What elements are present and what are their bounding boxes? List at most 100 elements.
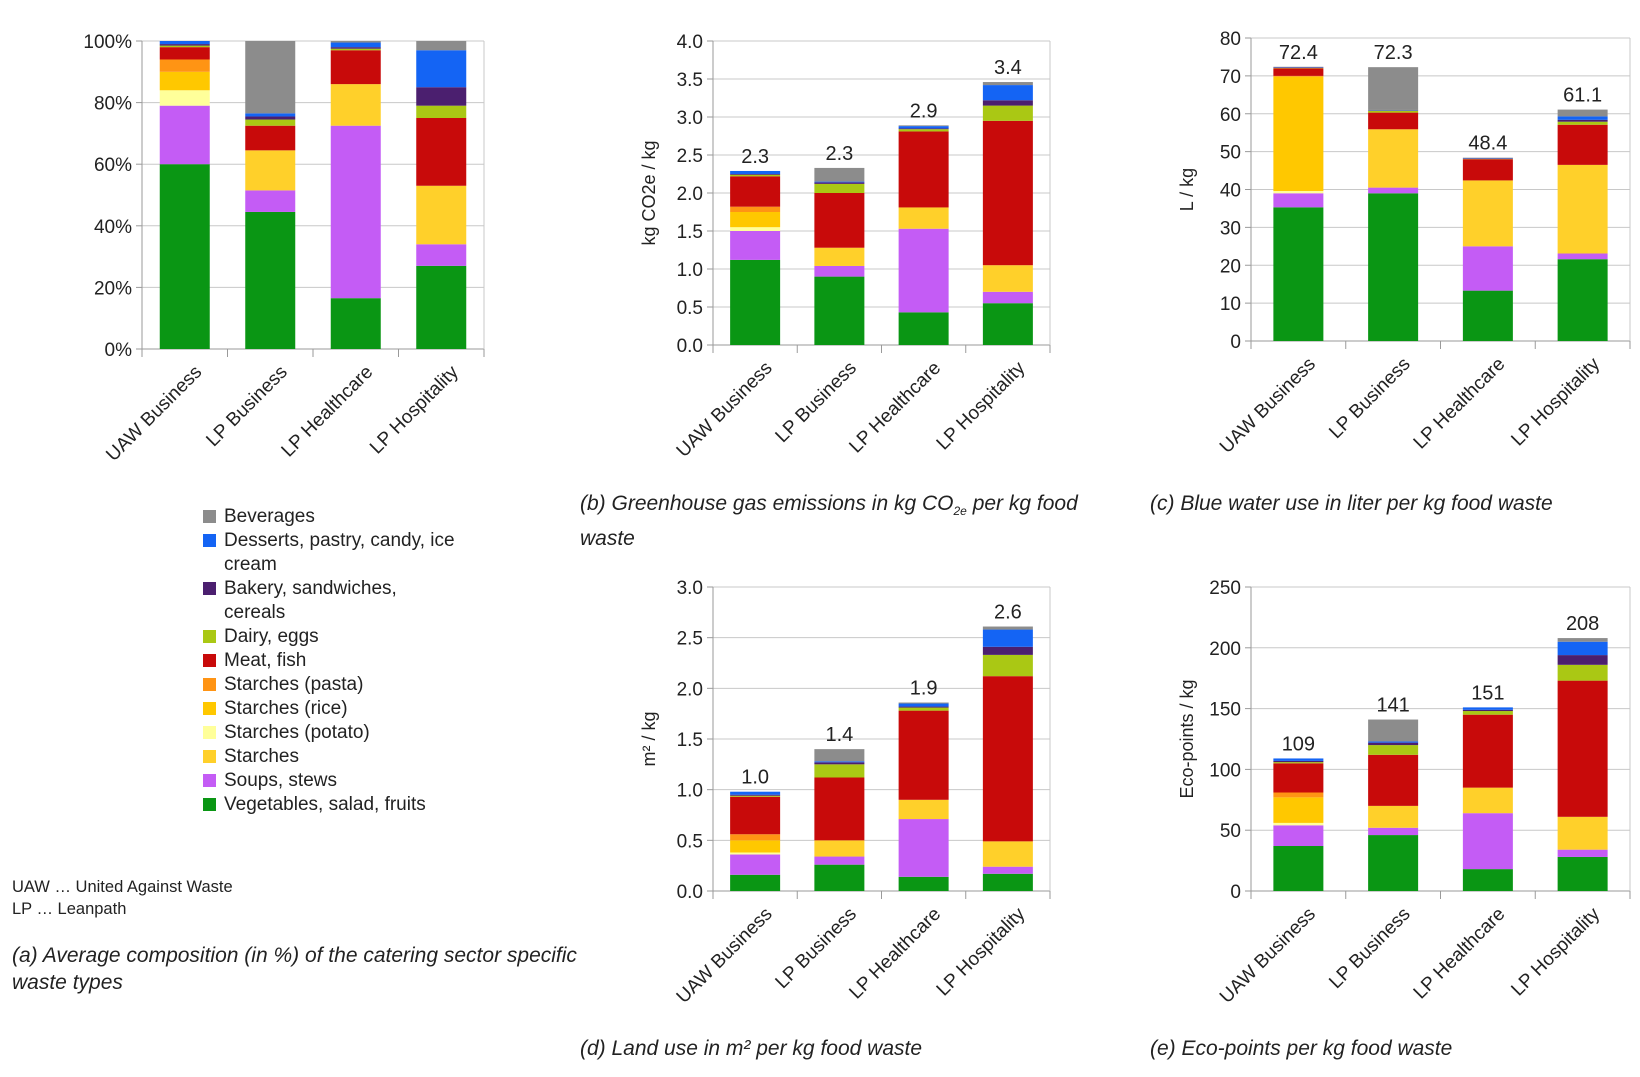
legend-item-dairy: Dairy, eggs <box>203 625 463 649</box>
legend-swatch-meat <box>203 654 216 667</box>
bar-segment-b-rice-0 <box>730 212 781 228</box>
bar-segment-c-meat-3 <box>1557 124 1608 165</box>
y-tick-label-c-3: 30 <box>1220 218 1241 239</box>
legend-item-veg: Vegetables, salad, fruits <box>203 793 463 817</box>
bar-segment-d-dairy-2 <box>898 707 949 711</box>
bar-segment-d-dairy-0 <box>730 795 781 797</box>
bar-segment-a-soups-0 <box>159 105 210 165</box>
y-tick-label-e-2: 100 <box>1209 760 1241 781</box>
bar-segment-b-desserts-2 <box>898 126 949 129</box>
bar-total-label-d-0: 1.0 <box>741 767 769 789</box>
bar-segment-e-desserts-1 <box>1368 741 1419 743</box>
y-tick-label-b-8: 4.0 <box>677 32 703 53</box>
bar-segment-b-bakery-0 <box>730 174 781 175</box>
y-axis-title-b: kg CO2e / kg <box>639 140 659 245</box>
bar-segment-d-dairy-3 <box>982 654 1033 677</box>
legend-swatch-potato <box>203 726 216 739</box>
bar-total-label-e-1: 141 <box>1376 695 1409 717</box>
bar-segment-b-veg-0 <box>730 259 781 345</box>
bar-segment-b-dairy-3 <box>982 105 1033 121</box>
bar-segment-e-meat-1 <box>1368 754 1419 806</box>
abbreviation-uaw: UAW … United Against Waste <box>12 878 233 896</box>
caption-b-text-end: per kg food waste <box>580 492 1078 551</box>
bar-segment-c-dairy-3 <box>1557 121 1608 125</box>
bar-segment-c-soups-2 <box>1462 246 1513 291</box>
bar-segment-c-meat-2 <box>1462 159 1513 181</box>
bar-segment-a-meat-0 <box>159 47 210 60</box>
y-axis-title-e: Eco-points / kg <box>1177 679 1197 798</box>
bar-total-label-c-0: 72.4 <box>1279 42 1318 64</box>
abbreviations: UAW … United Against Waste LP … Leanpath <box>12 876 233 920</box>
bar-segment-c-soups-0 <box>1273 193 1324 208</box>
x-category-label-d-0: UAW Business <box>673 904 777 1008</box>
bar-segment-b-soups-1 <box>814 265 865 277</box>
y-tick-label-e-3: 150 <box>1209 700 1241 721</box>
bar-segment-e-beverages-3 <box>1557 638 1608 642</box>
bar-segment-b-bakery-2 <box>898 128 949 130</box>
legend-item-pasta: Starches (pasta) <box>203 673 463 697</box>
legend-label-starches: Starches <box>224 746 299 767</box>
bar-segment-a-starches-2 <box>330 84 381 126</box>
y-tick-label-d-5: 2.5 <box>677 629 703 650</box>
bar-segment-e-meat-3 <box>1557 680 1608 817</box>
bar-segment-b-desserts-1 <box>814 181 865 183</box>
x-category-label-a-2: LP Healthcare <box>278 362 378 462</box>
y-tick-label-e-4: 200 <box>1209 639 1241 660</box>
bar-segment-b-soups-0 <box>730 231 781 260</box>
y-tick-label-a-3: 60% <box>94 155 132 176</box>
y-tick-label-b-5: 2.5 <box>677 146 703 167</box>
bar-segment-e-dairy-1 <box>1368 745 1419 755</box>
x-category-label-c-3: LP Hospitality <box>1507 353 1604 450</box>
bar-segment-b-bakery-1 <box>814 182 865 184</box>
legend-label-veg: Vegetables, salad, fruits <box>224 794 426 815</box>
legend-item-starches: Starches <box>203 745 463 769</box>
y-tick-label-a-5: 100% <box>83 32 132 53</box>
bar-segment-a-desserts-1 <box>245 113 296 117</box>
x-category-label-e-3: LP Hospitality <box>1507 903 1604 1000</box>
bar-segment-a-bakery-3 <box>416 87 467 106</box>
bar-segment-e-desserts-0 <box>1273 758 1324 761</box>
bar-segment-a-starches-1 <box>245 150 296 191</box>
x-category-label-a-0: UAW Business <box>102 362 206 466</box>
legend-item-rice: Starches (rice) <box>203 697 463 721</box>
bar-segment-a-pasta-0 <box>159 59 210 72</box>
bar-segment-d-desserts-1 <box>814 761 865 763</box>
bar-segment-b-desserts-0 <box>730 170 781 174</box>
bar-segment-c-beverages-3 <box>1557 109 1608 117</box>
bar-total-label-c-3: 61.1 <box>1563 85 1602 107</box>
bar-segment-d-potato-0 <box>730 852 781 855</box>
legend: Beverages Desserts, pastry, candy, ice cr… <box>203 505 463 817</box>
y-tick-label-c-4: 40 <box>1220 181 1241 202</box>
caption-d: (d) Land use in m² per kg food waste <box>580 1037 923 1060</box>
x-category-label-b-0: UAW Business <box>673 358 777 462</box>
legend-item-potato: Starches (potato) <box>203 721 463 745</box>
bar-segment-a-beverages-2 <box>330 41 381 43</box>
chart-c: 0 10 20 30 40 50 60 70 80 L / kg 72.4 UAW Business 7… <box>1177 29 1631 458</box>
bar-segment-e-dairy-2 <box>1462 711 1513 715</box>
bar-segment-e-bakery-2 <box>1462 709 1513 712</box>
bar-segment-d-soups-3 <box>982 866 1033 874</box>
bar-total-label-c-1: 72.3 <box>1374 42 1413 64</box>
bar-segment-b-starches-3 <box>982 265 1033 292</box>
y-tick-label-a-0: 0% <box>105 340 133 361</box>
bar-segment-b-veg-2 <box>898 312 949 345</box>
bar-total-label-d-3: 2.6 <box>994 602 1022 624</box>
y-tick-label-d-0: 0.0 <box>677 882 703 903</box>
bar-segment-d-desserts-2 <box>898 703 949 707</box>
bar-segment-d-soups-0 <box>730 854 781 875</box>
legend-swatch-bakery <box>203 582 216 595</box>
bar-segment-e-soups-2 <box>1462 813 1513 870</box>
y-tick-label-a-2: 40% <box>94 217 132 238</box>
bar-segment-b-desserts-3 <box>982 85 1033 101</box>
legend-swatch-rice <box>203 702 216 715</box>
bar-segment-e-rice-0 <box>1273 797 1324 823</box>
bar-total-label-b-0: 2.3 <box>741 146 769 168</box>
bar-segment-c-beverages-1 <box>1368 67 1419 110</box>
bar-segment-c-rice-0 <box>1273 76 1324 192</box>
bar-segment-b-meat-0 <box>730 176 781 207</box>
bar-segment-e-starches-2 <box>1462 787 1513 814</box>
x-category-label-b-3: LP Hospitality <box>933 357 1030 454</box>
x-category-label-e-1: LP Business <box>1325 904 1414 993</box>
bar-segment-b-meat-2 <box>898 131 949 208</box>
bar-segment-e-veg-3 <box>1557 856 1608 891</box>
